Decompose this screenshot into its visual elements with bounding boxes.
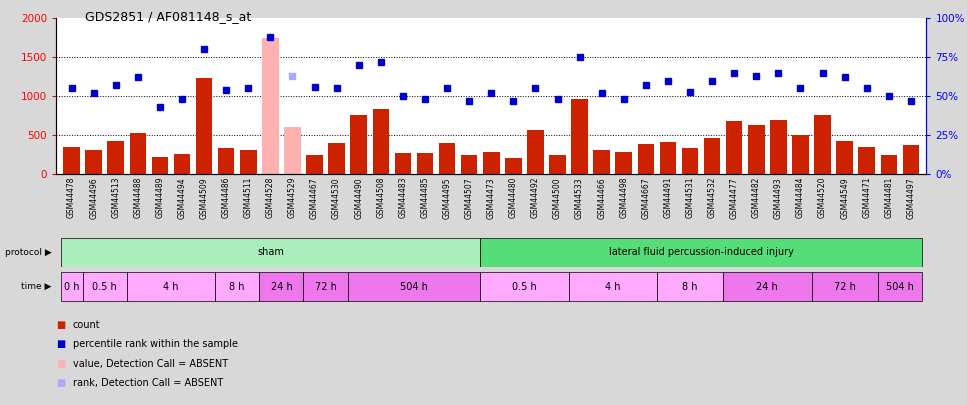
Bar [878, 272, 922, 301]
Bar [770, 120, 787, 174]
Bar [549, 155, 566, 174]
Bar [902, 145, 920, 174]
Text: 504 h: 504 h [886, 281, 914, 292]
Bar [348, 272, 481, 301]
Bar [748, 125, 765, 174]
Bar [726, 121, 743, 174]
Bar [481, 272, 569, 301]
Text: ■: ■ [56, 378, 66, 388]
Bar [130, 133, 146, 174]
Bar [483, 151, 500, 174]
Bar [284, 127, 301, 174]
Bar [215, 272, 259, 301]
Bar [505, 158, 521, 174]
Text: 24 h: 24 h [756, 281, 778, 292]
Bar [594, 150, 610, 174]
Text: 4 h: 4 h [163, 281, 179, 292]
Bar [127, 272, 215, 301]
Bar [836, 141, 853, 174]
Bar [350, 115, 367, 174]
Bar [307, 155, 323, 174]
Bar [152, 157, 168, 174]
Bar [571, 98, 588, 174]
Text: value, Detection Call = ABSENT: value, Detection Call = ABSENT [73, 359, 227, 369]
Text: ■: ■ [56, 339, 66, 350]
Bar [461, 155, 478, 174]
Bar [481, 237, 922, 266]
Bar [174, 154, 190, 174]
Bar [107, 141, 124, 174]
Text: 24 h: 24 h [271, 281, 292, 292]
Text: GDS2851 / AF081148_s_at: GDS2851 / AF081148_s_at [85, 10, 251, 23]
Bar [527, 130, 543, 174]
Bar [63, 147, 80, 174]
Bar [259, 272, 304, 301]
Text: ■: ■ [56, 320, 66, 330]
Bar [61, 272, 82, 301]
Bar [240, 150, 256, 174]
Bar [569, 272, 657, 301]
Text: sham: sham [257, 247, 283, 257]
Text: time ▶: time ▶ [21, 282, 51, 291]
Bar [859, 147, 875, 174]
Text: 72 h: 72 h [834, 281, 856, 292]
Bar [637, 144, 654, 174]
Bar [61, 237, 481, 266]
Bar [811, 272, 878, 301]
Text: lateral fluid percussion-induced injury: lateral fluid percussion-induced injury [608, 247, 794, 257]
Text: count: count [73, 320, 101, 330]
Text: rank, Detection Call = ABSENT: rank, Detection Call = ABSENT [73, 378, 222, 388]
Bar [304, 272, 348, 301]
Text: 72 h: 72 h [314, 281, 337, 292]
Text: 4 h: 4 h [605, 281, 621, 292]
Bar [85, 150, 102, 174]
Bar [417, 153, 433, 174]
Bar [814, 115, 831, 174]
Bar [439, 143, 455, 174]
Bar [881, 155, 897, 174]
Bar [657, 272, 723, 301]
Bar [792, 135, 808, 174]
Bar [659, 142, 676, 174]
Bar [262, 38, 278, 174]
Bar [218, 148, 234, 174]
Bar [704, 138, 720, 174]
Bar [82, 272, 127, 301]
Text: 0 h: 0 h [64, 281, 79, 292]
Bar [682, 148, 698, 174]
Text: percentile rank within the sample: percentile rank within the sample [73, 339, 238, 350]
Bar [372, 109, 389, 174]
Text: ■: ■ [56, 359, 66, 369]
Bar [329, 143, 345, 174]
Text: protocol ▶: protocol ▶ [5, 247, 51, 257]
Text: 504 h: 504 h [400, 281, 427, 292]
Text: 8 h: 8 h [229, 281, 245, 292]
Bar [615, 152, 632, 174]
Text: 0.5 h: 0.5 h [92, 281, 117, 292]
Text: 8 h: 8 h [683, 281, 698, 292]
Bar [723, 272, 811, 301]
Bar [395, 153, 411, 174]
Bar [195, 78, 213, 174]
Text: 0.5 h: 0.5 h [512, 281, 537, 292]
